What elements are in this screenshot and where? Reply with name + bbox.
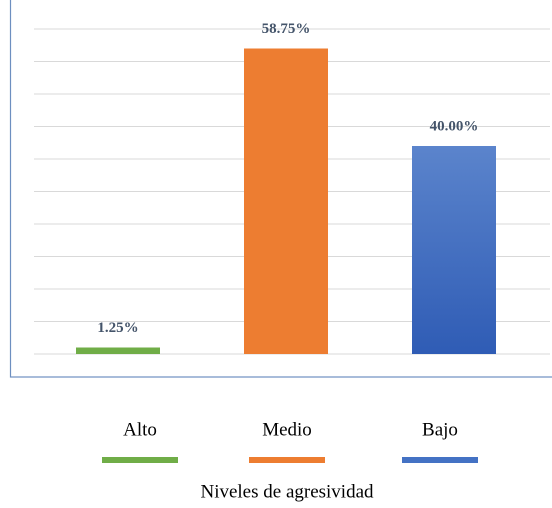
value-label: 58.75% xyxy=(262,21,311,37)
plot-frame xyxy=(9,0,552,378)
legend-label: Alto xyxy=(123,419,157,440)
legend-swatch xyxy=(102,457,178,463)
legend-swatch xyxy=(249,457,325,463)
legend-swatch xyxy=(402,457,478,463)
bar xyxy=(244,48,328,354)
legend-label: Medio xyxy=(262,419,312,440)
legend-label: Bajo xyxy=(422,419,458,440)
bar xyxy=(412,146,496,354)
bar xyxy=(76,347,160,354)
x-axis-label: Niveles de agresividad xyxy=(200,481,374,502)
value-label: 40.00% xyxy=(430,118,479,134)
value-label: 1.25% xyxy=(97,320,138,336)
